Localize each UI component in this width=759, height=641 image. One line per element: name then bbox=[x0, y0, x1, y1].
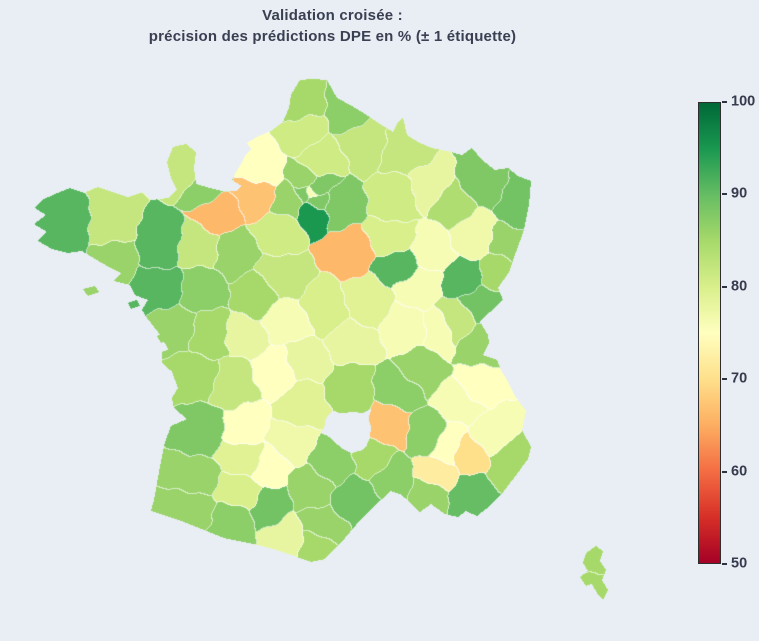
colorbar-tick-mark bbox=[722, 563, 727, 565]
colorbar-tick-mark bbox=[722, 101, 727, 103]
colorbar-gradient bbox=[698, 102, 721, 564]
colorbar-tick-label: 60 bbox=[731, 463, 748, 480]
colorbar-tick-mark bbox=[722, 285, 727, 288]
colorbar-tick-mark bbox=[722, 193, 727, 196]
colorbar-tick-label: 50 bbox=[731, 555, 748, 572]
colorbar: 100 90 80 70 60 50 bbox=[698, 94, 758, 572]
colorbar-tick-label: 70 bbox=[731, 370, 748, 387]
colorbar-tick-label: 80 bbox=[731, 278, 748, 295]
colorbar-tick-label: 90 bbox=[731, 186, 748, 203]
colorbar-tick-label: 100 bbox=[731, 93, 756, 110]
colorbar-tick-mark bbox=[722, 378, 727, 381]
colorbar-tick-mark bbox=[722, 470, 727, 473]
